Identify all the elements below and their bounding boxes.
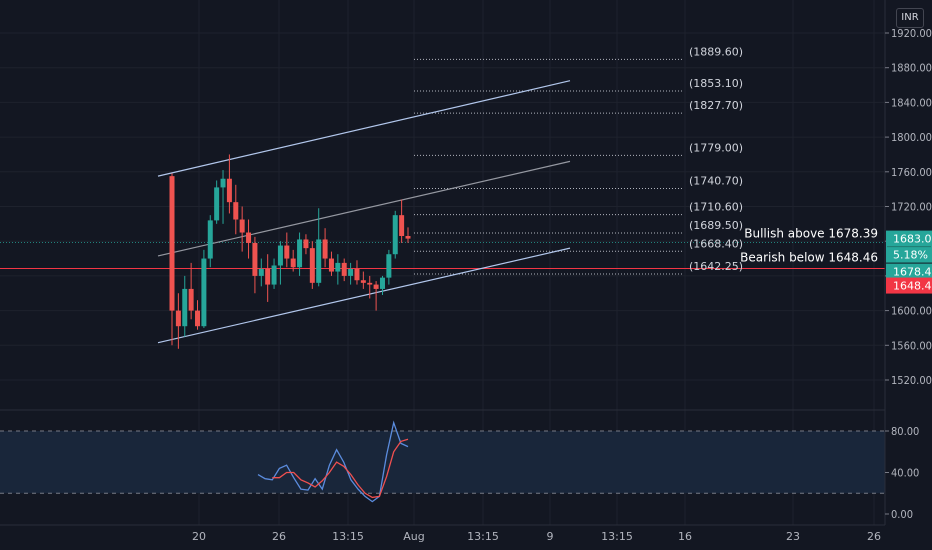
candle-body (207, 220, 213, 259)
candle-body (252, 242, 258, 276)
candle-body (214, 187, 220, 221)
candle-body (309, 248, 315, 283)
time-tick-label: 13:15 (601, 530, 633, 543)
horizontal-lines: Bullish above 1678.39 Bearish below 1648.… (0, 227, 885, 270)
osc-tick-label: 80.00 (891, 425, 919, 438)
candle-body (392, 215, 398, 255)
bullish-price-value: 1678.40 (893, 266, 932, 279)
candle-body (271, 265, 277, 285)
candle-body (226, 178, 232, 203)
candle-body (399, 215, 405, 236)
candle-body (220, 178, 226, 188)
price-tick-label: 1920.00 (891, 27, 932, 40)
price-tick-label: 1520.00 (891, 374, 932, 387)
level-label: (1853.10) (689, 77, 743, 90)
candle-body (367, 282, 373, 285)
bearish-price-value: 1648.45 (893, 280, 932, 293)
time-tick-label: 13:15 (332, 530, 364, 543)
last-price-value: 1683.00 (893, 233, 932, 246)
candle-body (303, 239, 309, 249)
price-tick-label: 1840.00 (891, 96, 932, 109)
candle-body (265, 268, 271, 285)
candle-body (277, 245, 283, 266)
level-lines: (1889.60) (1853.10) (1827.70) (1779.00) (174… (414, 45, 743, 275)
oscillator-line-fast (257, 420, 409, 503)
horizontal-line-note: Bullish above 1678.39 (744, 227, 878, 241)
level-label: (1827.70) (689, 99, 743, 112)
candle-body (284, 245, 290, 259)
candle-body (386, 254, 392, 278)
time-tick-label: 26 (867, 530, 881, 543)
price-tick-label: 1600.00 (891, 305, 932, 318)
candle-body (379, 277, 385, 289)
candle-body (322, 239, 328, 259)
currency-label[interactable]: INR (896, 8, 924, 28)
bullish-price-badge (886, 263, 932, 280)
price-tick-label: 1800.00 (891, 131, 932, 144)
time-axis[interactable]: 20 26 13:15 Aug 13:15 9 13:15 16 23 26 (0, 524, 885, 543)
candle-body (348, 268, 354, 276)
candle-body (354, 268, 360, 281)
candle-body (239, 219, 245, 233)
channel-upper-line (157, 80, 571, 177)
candle-body (182, 288, 188, 327)
candle-body (233, 202, 239, 220)
candle-body (297, 239, 303, 268)
level-label: (1740.70) (689, 175, 743, 188)
candle-body (405, 235, 411, 239)
price-tick-label: 1720.00 (891, 201, 932, 214)
candle-body (341, 262, 347, 276)
candle-body (290, 258, 296, 268)
channel-middle-line (157, 160, 571, 257)
last-price-change: 5.18% (893, 249, 928, 262)
candle-body (360, 280, 366, 283)
oscillator-line-slow (272, 438, 409, 499)
level-label: (1710.60) (689, 201, 743, 214)
osc-tick-label: 0.00 (891, 508, 913, 521)
level-label: (1779.00) (689, 141, 743, 154)
candle-body (169, 176, 175, 311)
price-channel (157, 80, 571, 344)
time-tick-label: 26 (272, 530, 286, 543)
oscillator-lines (257, 420, 409, 503)
candle-body (246, 232, 252, 243)
level-label: (1668.40) (689, 237, 743, 250)
time-tick-label: Aug (403, 530, 424, 543)
candle-body (335, 262, 341, 272)
candlesticks (169, 154, 411, 349)
oscillator-panel (0, 430, 885, 494)
price-tick-label: 1760.00 (891, 166, 932, 179)
price-tick-label: 1560.00 (891, 339, 932, 352)
level-label: (1642.25) (689, 260, 743, 273)
osc-tick-label: 40.00 (891, 467, 919, 480)
level-label: (1889.60) (689, 45, 743, 58)
time-tick-label: 23 (786, 530, 800, 543)
channel-lower-line (157, 247, 571, 344)
time-tick-label: 9 (547, 530, 554, 543)
bearish-price-badge (886, 277, 932, 294)
candle-body (328, 258, 334, 272)
candle-body (188, 288, 194, 311)
candle-body (195, 310, 201, 327)
candle-body (373, 284, 379, 289)
time-tick-label: 20 (192, 530, 206, 543)
horizontal-line-note: Bearish below 1648.46 (740, 251, 878, 265)
oscillator-band (0, 431, 885, 494)
level-label: (1689.50) (689, 219, 743, 232)
time-tick-label: 16 (678, 530, 692, 543)
candle-body (175, 310, 181, 327)
candle-body (316, 239, 322, 283)
price-tick-label: 1880.00 (891, 62, 932, 75)
candle-body (258, 268, 264, 276)
price-badges: 1683.00 5.18% 1678.401648.45 (886, 230, 932, 294)
time-tick-label: 13:15 (467, 530, 499, 543)
candle-body (201, 258, 207, 327)
